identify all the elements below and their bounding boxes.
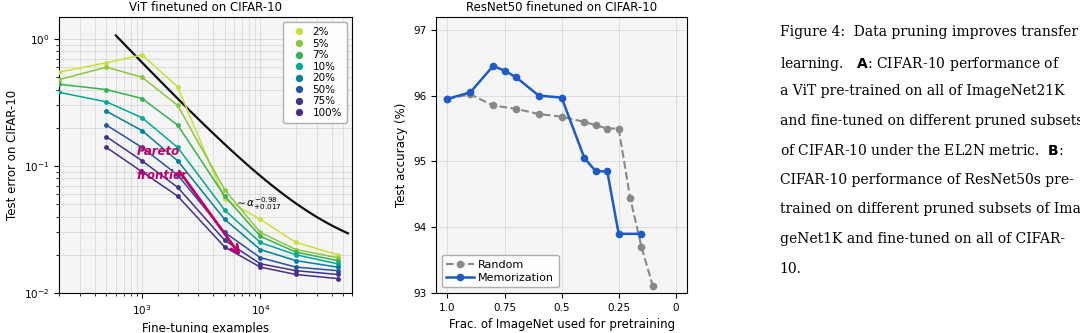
Random: [441, 97, 454, 101]
Random: [463, 92, 476, 96]
Memorization: [498, 69, 511, 73]
Title: ViT finetuned on CIFAR-10: ViT finetuned on CIFAR-10: [130, 1, 282, 14]
Y-axis label: Test error on CIFAR-10: Test error on CIFAR-10: [5, 90, 18, 220]
Memorization: [555, 96, 568, 100]
Legend: 2%, 5%, 7%, 10%, 20%, 50%, 75%, 100%: 2%, 5%, 7%, 10%, 20%, 50%, 75%, 100%: [283, 22, 347, 123]
Random: [623, 195, 636, 199]
Text: geNet1K and fine-tuned on all of CIFAR-: geNet1K and fine-tuned on all of CIFAR-: [780, 232, 1065, 246]
Random: [578, 120, 591, 124]
Memorization: [463, 90, 476, 94]
X-axis label: Frac. of ImageNet used for pretraining: Frac. of ImageNet used for pretraining: [448, 318, 675, 331]
Random: [532, 112, 545, 116]
Random: [510, 107, 523, 111]
Memorization: [510, 75, 523, 79]
Text: trained on different pruned subsets of Ima-: trained on different pruned subsets of I…: [780, 202, 1080, 216]
Memorization: [635, 232, 648, 236]
Text: $\sim \alpha^{-0.98}_{+0.017}$: $\sim \alpha^{-0.98}_{+0.017}$: [234, 195, 282, 211]
Text: CIFAR-10 performance of ResNet50s pre-: CIFAR-10 performance of ResNet50s pre-: [780, 173, 1074, 187]
Random: [647, 284, 660, 288]
Memorization: [578, 156, 591, 160]
Y-axis label: Test accuracy (%): Test accuracy (%): [394, 103, 407, 207]
Line: Random: Random: [444, 91, 656, 290]
Memorization: [600, 169, 613, 173]
Random: [590, 123, 603, 127]
X-axis label: Fine-tuning examples: Fine-tuning examples: [143, 322, 269, 333]
Text: frontier: frontier: [137, 169, 188, 182]
Text: a ViT pre-trained on all of ImageNet21K: a ViT pre-trained on all of ImageNet21K: [780, 84, 1064, 98]
Text: Figure 4:  Data pruning improves transfer: Figure 4: Data pruning improves transfer: [780, 25, 1078, 39]
Random: [612, 127, 625, 131]
Text: of CIFAR-10 under the EL2N metric.  $\mathbf{B}$:: of CIFAR-10 under the EL2N metric. $\mat…: [780, 143, 1063, 158]
Random: [555, 115, 568, 119]
Memorization: [441, 97, 454, 101]
Memorization: [612, 232, 625, 236]
Memorization: [590, 169, 603, 173]
Random: [635, 245, 648, 249]
Text: and fine-tuned on different pruned subsets: and fine-tuned on different pruned subse…: [780, 114, 1080, 128]
Random: [487, 104, 500, 108]
Random: [600, 127, 613, 131]
Text: 10.: 10.: [780, 261, 801, 275]
Text: Pareto: Pareto: [137, 145, 180, 158]
Memorization: [532, 94, 545, 98]
Text: learning.   $\mathbf{A}$: CIFAR-10 performance of: learning. $\mathbf{A}$: CIFAR-10 perform…: [780, 55, 1059, 73]
Memorization: [487, 64, 500, 68]
Line: Memorization: Memorization: [444, 63, 645, 237]
Legend: Random, Memorization: Random, Memorization: [442, 255, 558, 287]
Title: ResNet50 finetuned on CIFAR-10: ResNet50 finetuned on CIFAR-10: [467, 1, 657, 14]
